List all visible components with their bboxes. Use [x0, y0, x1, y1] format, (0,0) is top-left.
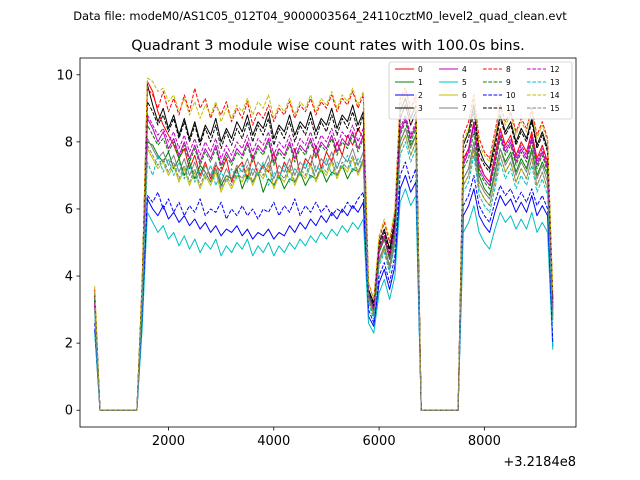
legend-label-4: 4 [462, 65, 467, 74]
legend-label-9: 9 [506, 78, 511, 87]
chart-title: Quadrant 3 module wise count rates with … [131, 38, 525, 54]
y-tick-label: 4 [65, 270, 73, 285]
legend-label-15: 15 [550, 104, 560, 113]
legend-label-5: 5 [462, 78, 467, 87]
legend-label-11: 11 [506, 104, 516, 113]
legend-box [388, 61, 573, 120]
legend-label-13: 13 [550, 78, 560, 87]
x-offset-label: +3.2184e8 [503, 455, 576, 470]
series-line-12 [94, 114, 554, 411]
y-tick-label: 6 [65, 202, 73, 217]
legend-label-12: 12 [550, 65, 560, 74]
y-tick-label: 10 [56, 68, 73, 83]
legend-label-10: 10 [506, 91, 516, 100]
x-axis: 2000 4000 6000 8000 [152, 427, 501, 449]
series-line-10 [94, 161, 554, 411]
legend-label-8: 8 [506, 65, 511, 74]
y-tick-label: 8 [65, 135, 73, 150]
x-tick-label: 2000 [152, 434, 185, 449]
series-line-7 [94, 127, 554, 411]
x-tick-label: 8000 [468, 434, 501, 449]
x-tick-label: 6000 [363, 434, 396, 449]
series-line-9 [94, 121, 554, 411]
legend-label-1: 1 [418, 78, 423, 87]
series-line-6 [94, 134, 554, 411]
legend-label-0: 0 [418, 65, 423, 74]
series-line-11 [94, 101, 554, 411]
plot-frame [79, 57, 577, 428]
legend-label-3: 3 [418, 104, 423, 113]
y-axis: 0 2 4 6 8 10 [56, 68, 80, 419]
legend-label-7: 7 [462, 104, 467, 113]
chart-subtitle: Data file: modeM0/AS1C05_012T04_90000035… [73, 9, 567, 23]
legend-label-6: 6 [462, 91, 467, 100]
legend-label-14: 14 [550, 91, 560, 100]
series-line-14 [94, 77, 554, 411]
series-line-2 [94, 174, 554, 411]
y-tick-label: 0 [65, 404, 73, 419]
legend-label-2: 2 [418, 91, 423, 100]
series-line-5 [94, 188, 554, 411]
x-tick-label: 4000 [257, 434, 290, 449]
series-line-13 [94, 141, 554, 411]
y-tick-label: 2 [65, 337, 73, 352]
series-layer [94, 77, 554, 411]
series-line-3 [94, 84, 554, 411]
